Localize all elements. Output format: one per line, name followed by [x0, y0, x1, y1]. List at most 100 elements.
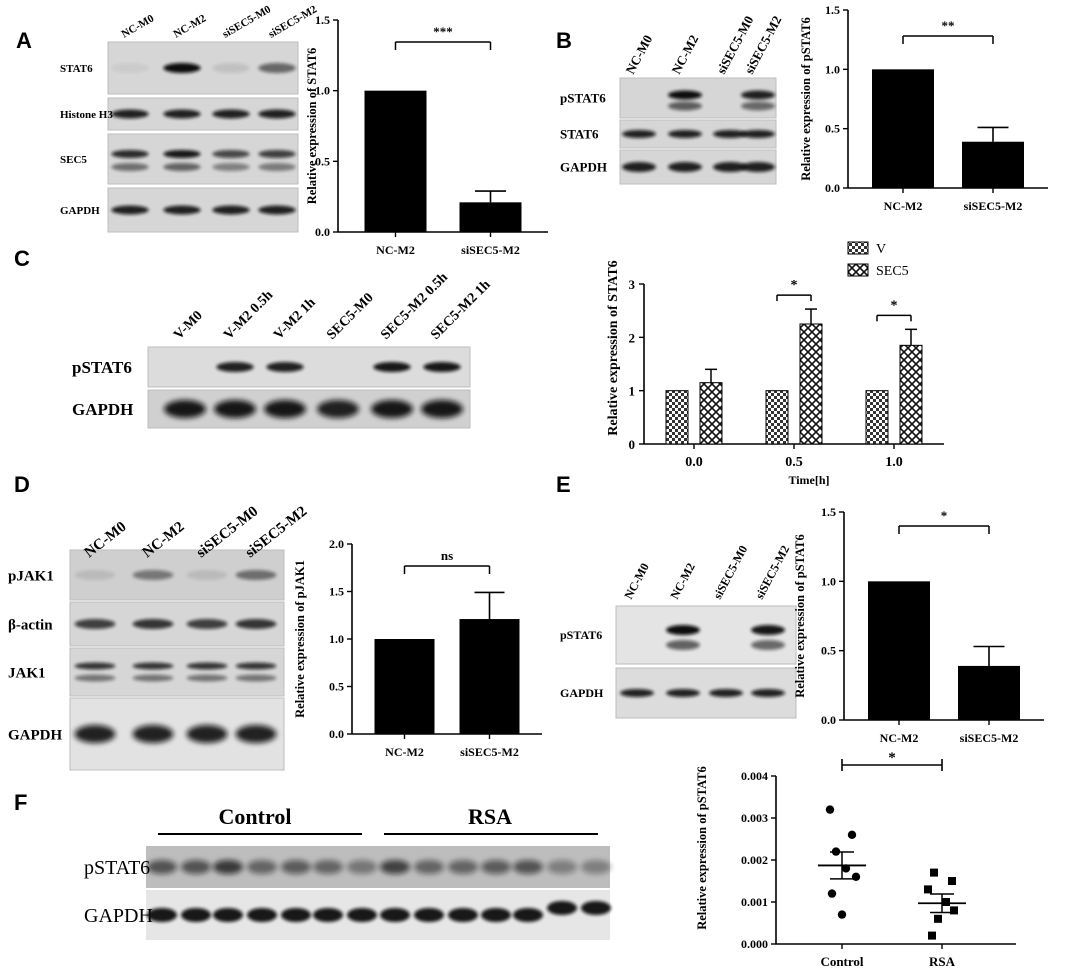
blot-band	[741, 90, 775, 100]
blot-band	[281, 908, 311, 922]
blot-band	[163, 150, 201, 158]
y-tick-label: 0.001	[741, 895, 768, 909]
y-tick-label: 0.5	[329, 680, 344, 694]
blot-band	[751, 625, 785, 635]
panel-label-d: D	[14, 472, 30, 497]
blot-band	[186, 674, 228, 682]
blot-band	[163, 63, 201, 73]
blot-band	[713, 130, 747, 138]
blot-band	[235, 619, 277, 629]
blot-group-label: Control	[219, 804, 292, 829]
significance-label: *	[791, 278, 798, 293]
blot-band	[111, 205, 149, 215]
x-tick-label: siSEC5-M2	[960, 731, 1019, 745]
blot-band	[74, 725, 116, 743]
blot-band	[147, 908, 177, 922]
blot-row-label: pJAK1	[8, 568, 54, 584]
blot-lane-label: siSEC5-M0	[221, 3, 274, 41]
bar	[872, 69, 934, 188]
y-tick-label: 0.003	[741, 811, 768, 825]
blot-band	[235, 662, 277, 670]
blot-band	[281, 860, 311, 874]
blot-e: pSTAT6 GAPDH NC-M0 NC-M2 siSEC5-M0 siSEC5-M2	[560, 543, 797, 719]
y-axis-label: Relative expression of pSTAT6	[695, 766, 709, 930]
scatter-point	[827, 889, 837, 898]
blot-band	[74, 570, 116, 580]
blot-band	[622, 130, 656, 138]
y-tick-label: 0.5	[825, 122, 840, 136]
blot-band	[214, 400, 256, 418]
bar	[962, 141, 1024, 188]
blot-band	[164, 400, 206, 418]
blot-band	[186, 662, 228, 670]
bar	[459, 202, 522, 232]
significance-label: *	[891, 298, 898, 313]
blot-band	[666, 640, 700, 650]
blot-band	[186, 619, 228, 629]
y-tick-label: 1.0	[329, 632, 344, 646]
chart-f: 0.000 0.001 0.002 0.003 0.004 Relative expres…	[695, 750, 1016, 969]
x-tick-label: NC-M2	[385, 745, 424, 759]
blot-band	[347, 908, 377, 922]
panel-label-a: A	[16, 28, 32, 53]
scatter-point	[930, 868, 938, 877]
y-axis-label: Relative expression of pSTAT6	[799, 17, 813, 181]
blot-strip-border	[69, 647, 285, 697]
y-tick-label: 1.5	[329, 585, 344, 599]
blot-band	[258, 163, 296, 171]
blot-row-label: GAPDH	[84, 905, 153, 927]
blot-lane-label: siSEC5-M2	[267, 3, 320, 41]
blot-strip	[148, 347, 470, 387]
x-tick-label: 1.0	[885, 455, 903, 470]
blot-band	[111, 150, 149, 158]
blot-row-label: STAT6	[60, 63, 93, 75]
y-tick-label: 0.0	[825, 181, 840, 195]
blot-band	[741, 162, 775, 172]
blot-band	[414, 860, 444, 874]
blot-band	[513, 908, 543, 922]
blot-strip	[108, 134, 298, 184]
y-tick-label: 1.5	[825, 3, 840, 17]
blot-band	[423, 362, 461, 372]
significance-label: **	[942, 18, 955, 33]
blot-row-label: STAT6	[560, 127, 599, 142]
blot-lane-label: siSEC5-M0	[710, 543, 750, 601]
bar	[374, 639, 435, 734]
blot-band	[547, 860, 577, 874]
blot-band	[317, 400, 359, 418]
y-tick-label: 0.5	[315, 154, 330, 168]
blot-lane-label: NC-M2	[172, 12, 209, 40]
y-tick-label: 0.000	[741, 937, 768, 951]
x-tick-label: 0.5	[785, 455, 803, 470]
blot-band	[132, 725, 174, 743]
y-axis-label: Relative expression of STAT6	[606, 260, 621, 435]
blot-strip-border	[69, 549, 285, 601]
y-tick-label: 0.5	[821, 644, 836, 658]
x-tick-label: NC-M2	[880, 731, 919, 745]
blot-band	[132, 570, 174, 580]
blot-band	[421, 400, 463, 418]
blot-row-label: GAPDH	[72, 400, 133, 419]
scatter-point	[948, 877, 956, 885]
blot-lane-label: NC-M0	[622, 32, 655, 76]
bar	[868, 581, 930, 720]
blot-band	[448, 860, 478, 874]
y-tick-label: 1.5	[821, 505, 836, 519]
blot-band	[74, 674, 116, 682]
blot-band	[247, 860, 277, 874]
chart-e: 0.0 0.5 1.0 1.5 Relative expression of pSTAT…	[793, 505, 1044, 745]
blot-band	[751, 640, 785, 650]
x-tick-label: siSEC5-M2	[461, 243, 520, 257]
blot-strip-border	[107, 187, 299, 233]
blot-lane-label: SEC5-M0	[324, 290, 376, 342]
blot-band	[235, 674, 277, 682]
bar	[765, 390, 789, 445]
blot-band	[216, 362, 254, 372]
blot-strip-border	[147, 389, 471, 429]
y-axis-label: Relative expression of pJAK1	[293, 560, 307, 718]
chart-b: 0.0 0.5 1.0 1.5 Relative expression of pSTAT…	[799, 3, 1048, 213]
blot-row-label: GAPDH	[8, 727, 62, 743]
